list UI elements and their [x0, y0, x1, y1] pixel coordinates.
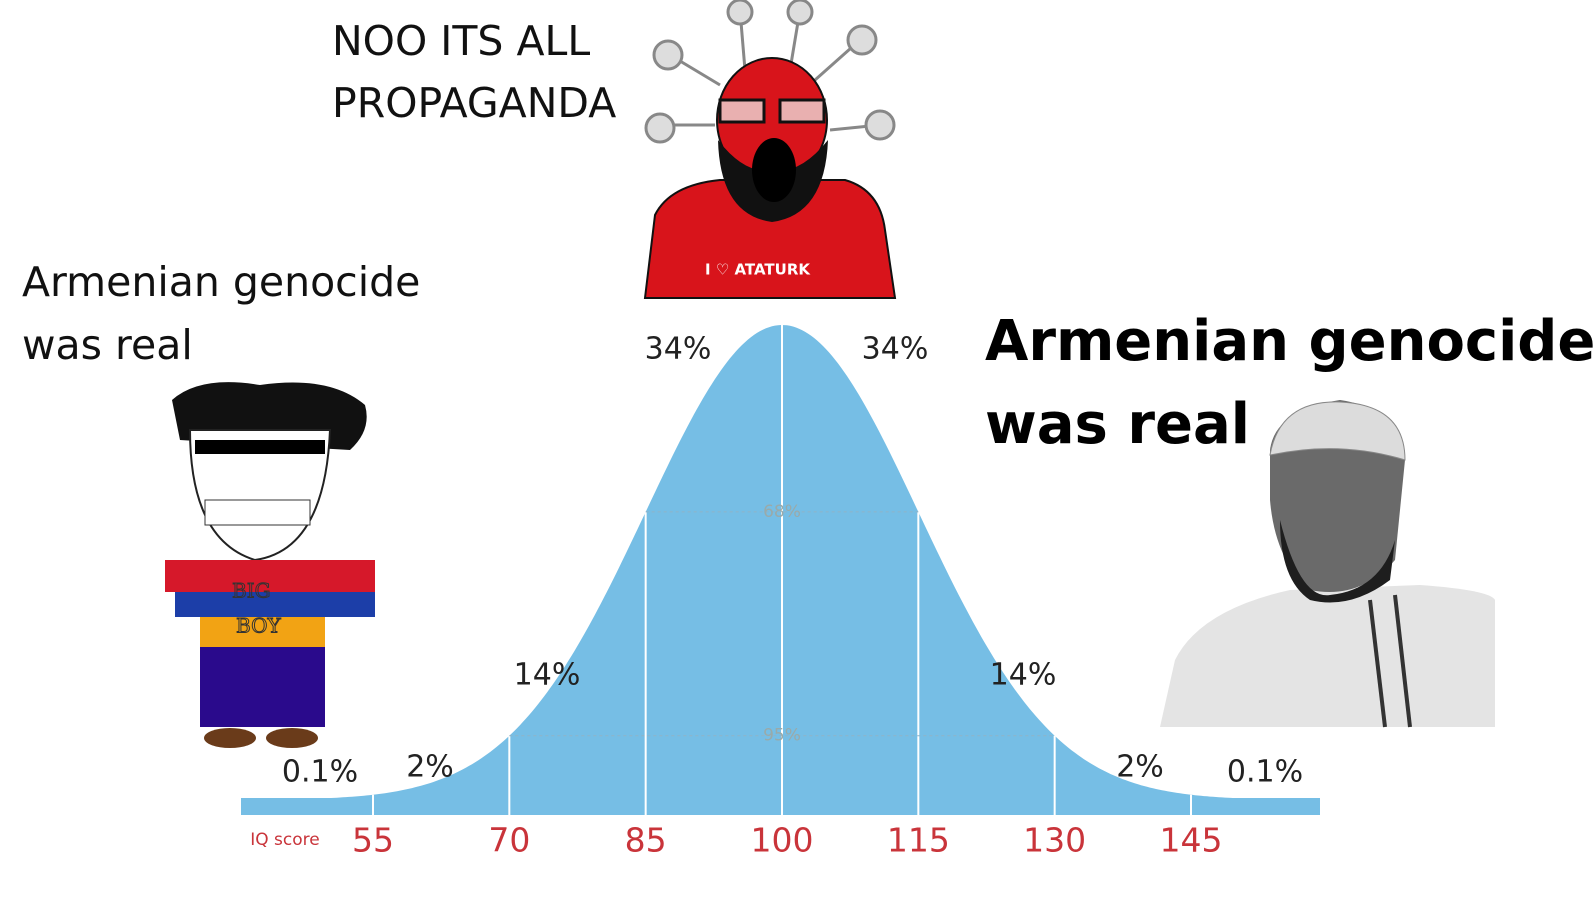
- robe-stripe: [1368, 599, 1387, 728]
- puff: [846, 24, 878, 56]
- tick-label: 85: [625, 821, 667, 860]
- wojak: BIG BOY: [165, 382, 375, 748]
- gigachad: [1160, 400, 1495, 728]
- shirt-text: BOY: [236, 614, 281, 638]
- caption: Armenian genocide: [22, 258, 420, 306]
- robe: [1160, 585, 1495, 727]
- caption: was real: [22, 321, 193, 369]
- caption: NOO ITS ALL: [332, 17, 590, 65]
- caption: was real: [985, 392, 1250, 457]
- shirt-red: [165, 560, 375, 592]
- shirt-text: I ♡ ATATURK: [705, 261, 811, 279]
- puff: [864, 109, 896, 141]
- kufi: [1269, 401, 1406, 461]
- tick-label: 100: [751, 821, 814, 860]
- caption: Armenian genocide: [985, 309, 1595, 374]
- pants: [200, 647, 325, 727]
- region-label: 0.1%: [1227, 755, 1303, 790]
- steam: [644, 0, 896, 144]
- body: [643, 179, 897, 299]
- shirt-blue: [175, 592, 375, 617]
- puff: [786, 0, 814, 26]
- soyjak: I ♡ ATATURK: [643, 0, 897, 299]
- baseline-bar: [241, 798, 1320, 815]
- puff: [652, 39, 684, 71]
- shirt-text: BIG: [232, 579, 271, 603]
- glasses: [778, 98, 826, 124]
- teeth: [204, 499, 311, 526]
- tick-label: 115: [887, 821, 950, 860]
- face: [188, 429, 332, 562]
- puff: [726, 0, 754, 26]
- censor-bar: [195, 440, 325, 454]
- region-label: 0.1%: [282, 755, 358, 790]
- bell-curve: 55 70 85 100 115 130 145 68% 95% IQ score 0.1% 2% 14…: [241, 325, 1320, 860]
- region-label: 14%: [514, 658, 581, 693]
- tick-label: 70: [488, 821, 530, 860]
- axis-label: IQ score: [250, 830, 319, 850]
- glasses: [718, 98, 766, 124]
- region-label: 2%: [406, 750, 454, 785]
- region-label: 2%: [1116, 750, 1164, 785]
- shoe: [204, 728, 256, 748]
- region-label: 14%: [990, 658, 1057, 693]
- band-label: 95%: [763, 726, 801, 746]
- robe-stripe: [1393, 594, 1412, 728]
- tick-label: 130: [1023, 821, 1086, 860]
- shirt-orange: [200, 617, 325, 647]
- region-label: 34%: [645, 332, 712, 367]
- caption: PROPAGANDA: [332, 79, 616, 127]
- puff: [644, 112, 676, 144]
- tick-label: 55: [352, 821, 394, 860]
- band-label: 68%: [763, 502, 801, 522]
- tick-label: 145: [1160, 821, 1223, 860]
- mouth: [752, 138, 796, 202]
- shoe: [266, 728, 318, 748]
- region-label: 34%: [862, 332, 929, 367]
- curve-area: [241, 325, 1320, 800]
